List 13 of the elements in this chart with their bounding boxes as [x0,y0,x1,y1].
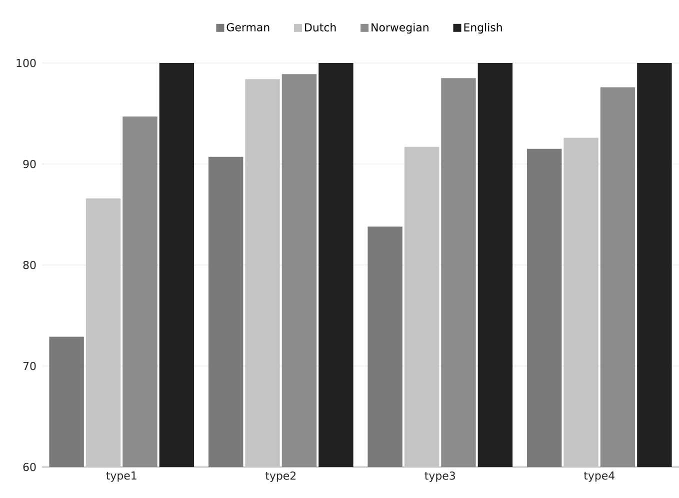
x-tick-label: type3 [424,472,455,482]
y-tick-label: 100 [16,58,36,68]
x-tick-label: type4 [584,472,614,482]
y-tick-label: 80 [23,260,36,270]
legend-label: Dutch [305,22,336,32]
y-tick-label: 90 [23,160,36,168]
legend-label: German [226,23,270,32]
x-tick-label: type1 [106,472,136,482]
x-tick-label: type2 [265,472,296,482]
legend-label: English [464,22,502,34]
y-tick-label: 70 [23,362,36,370]
legend-label: Norwegian [372,22,428,34]
y-tick-label: 60 [23,462,36,472]
